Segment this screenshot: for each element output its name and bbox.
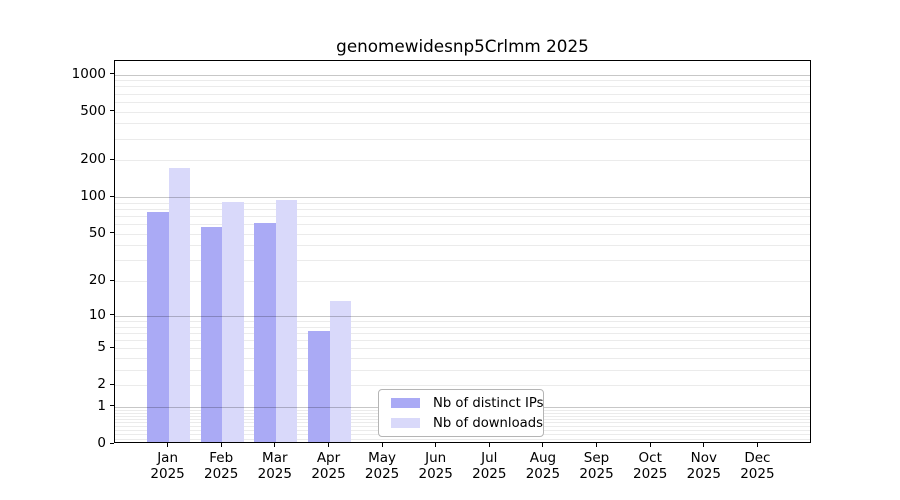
minor-grid-line bbox=[115, 369, 810, 371]
major-grid-line bbox=[115, 74, 810, 76]
plot-area bbox=[114, 60, 811, 443]
legend-item-downloads: Nb of downloads bbox=[387, 416, 543, 431]
x-axis-tick bbox=[649, 443, 651, 447]
minor-grid-line bbox=[115, 233, 810, 235]
minor-grid-line bbox=[115, 209, 810, 210]
minor-grid-line bbox=[115, 224, 810, 226]
minor-grid-line bbox=[115, 348, 810, 350]
x-axis-tick bbox=[542, 443, 544, 447]
bar-ips-feb bbox=[200, 226, 223, 442]
y-axis-tick bbox=[110, 232, 114, 234]
y-axis-tick bbox=[110, 73, 114, 74]
bar-ips-mar bbox=[254, 223, 276, 442]
x-tick-label-jun: Jun 2025 bbox=[418, 450, 453, 482]
minor-grid-line bbox=[115, 385, 810, 387]
legend-swatch-distinct-ips bbox=[391, 398, 420, 408]
minor-grid-line bbox=[115, 245, 810, 247]
y-tick-label: 50 bbox=[88, 224, 106, 241]
y-axis-tick bbox=[110, 110, 114, 111]
y-axis-tick bbox=[110, 346, 114, 348]
bar-downloads-feb bbox=[222, 201, 244, 442]
minor-grid-line bbox=[115, 123, 810, 125]
minor-grid-line bbox=[115, 438, 810, 440]
x-axis-tick bbox=[167, 443, 169, 447]
x-axis-tick bbox=[328, 443, 329, 447]
legend-item-distinct-ips: Nb of distinct IPs bbox=[387, 396, 544, 411]
y-tick-label: 100 bbox=[80, 188, 106, 205]
bar-downloads-jan bbox=[168, 168, 191, 442]
y-tick-label: 500 bbox=[80, 102, 106, 119]
y-tick-label: 20 bbox=[88, 272, 106, 289]
y-axis-tick bbox=[110, 314, 114, 316]
x-tick-label-apr: Apr 2025 bbox=[311, 450, 346, 482]
y-tick-label: 200 bbox=[80, 151, 106, 168]
x-tick-label-feb: Feb 2025 bbox=[204, 450, 239, 482]
x-axis-tick bbox=[435, 443, 437, 447]
minor-grid-line bbox=[115, 93, 810, 95]
minor-grid-line bbox=[115, 332, 810, 334]
x-axis-tick bbox=[756, 443, 758, 447]
x-tick-label-oct: Oct 2025 bbox=[633, 450, 668, 482]
x-tick-label-jan: Jan 2025 bbox=[150, 450, 185, 482]
x-tick-label-aug: Aug 2025 bbox=[525, 450, 561, 482]
x-tick-label-dec: Dec 2025 bbox=[740, 450, 775, 482]
y-tick-label: 1 bbox=[97, 397, 106, 414]
x-axis-tick bbox=[596, 443, 597, 447]
x-axis-tick bbox=[220, 443, 222, 447]
major-grid-line bbox=[115, 315, 810, 317]
y-axis-tick bbox=[110, 195, 114, 197]
minor-grid-line bbox=[115, 216, 810, 217]
bar-downloads-mar bbox=[275, 200, 298, 442]
x-axis-tick bbox=[488, 443, 490, 447]
x-tick-label-sep: Sep 2025 bbox=[579, 450, 614, 482]
y-axis-tick bbox=[110, 383, 114, 385]
x-tick-label-may: May 2025 bbox=[364, 450, 400, 482]
minor-grid-line bbox=[115, 320, 810, 322]
x-tick-label-mar: Mar 2025 bbox=[257, 450, 292, 482]
bar-ips-jan bbox=[147, 211, 169, 442]
x-axis-tick bbox=[381, 443, 383, 447]
legend-swatch-downloads bbox=[391, 418, 420, 428]
minor-grid-line bbox=[115, 357, 810, 359]
y-axis-tick bbox=[110, 279, 114, 281]
y-tick-label: 1000 bbox=[71, 65, 106, 82]
x-axis-tick bbox=[274, 443, 276, 447]
bar-downloads-apr bbox=[329, 300, 351, 442]
y-tick-label: 5 bbox=[97, 339, 106, 356]
minor-grid-line bbox=[115, 326, 810, 328]
minor-grid-line bbox=[115, 101, 810, 103]
major-grid-line bbox=[115, 197, 810, 199]
chart-title: genomewidesnp5Crlmm 2025 bbox=[336, 36, 589, 56]
bar-ips-apr bbox=[308, 330, 330, 442]
x-axis-tick bbox=[703, 443, 705, 447]
minor-grid-line bbox=[115, 160, 810, 162]
minor-grid-line bbox=[115, 281, 810, 283]
legend-label: Nb of distinct IPs bbox=[433, 395, 544, 411]
y-axis-tick bbox=[110, 442, 114, 444]
minor-grid-line bbox=[115, 260, 810, 262]
legend-label: Nb of downloads bbox=[433, 415, 543, 431]
minor-grid-line bbox=[115, 202, 810, 204]
minor-grid-line bbox=[115, 138, 810, 140]
legend: Nb of distinct IPs Nb of downloads bbox=[378, 389, 544, 437]
minor-grid-line bbox=[115, 339, 810, 341]
y-axis-tick bbox=[110, 405, 114, 407]
x-tick-label-jul: Jul 2025 bbox=[472, 450, 507, 482]
y-tick-label: 10 bbox=[88, 306, 106, 323]
y-axis-tick bbox=[110, 158, 114, 160]
minor-grid-line bbox=[115, 80, 810, 82]
minor-grid-line bbox=[115, 86, 810, 88]
y-tick-label: 0 bbox=[97, 435, 106, 451]
minor-grid-line bbox=[115, 111, 810, 113]
y-tick-label: 2 bbox=[97, 376, 106, 393]
x-tick-label-nov: Nov 2025 bbox=[686, 450, 721, 482]
